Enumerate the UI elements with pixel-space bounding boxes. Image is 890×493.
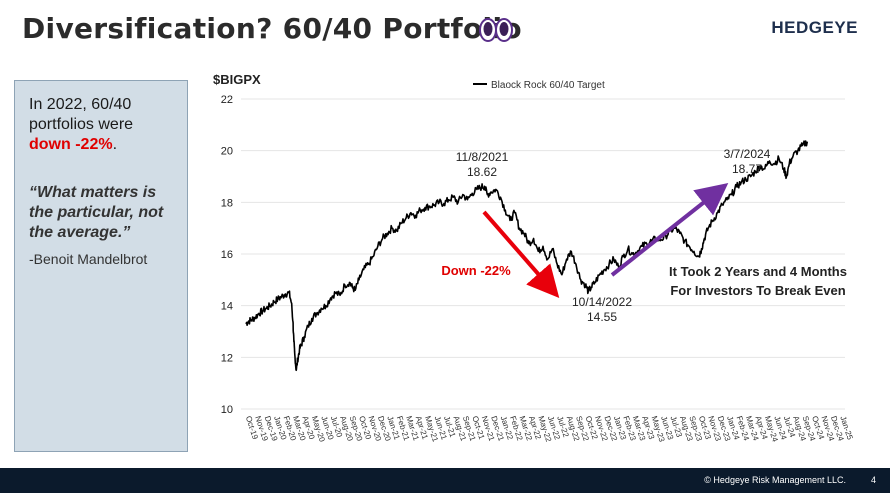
y-tick-label: 12 bbox=[221, 352, 233, 364]
y-tick-labels: 10 12 14 16 18 20 22 bbox=[221, 94, 233, 416]
sidebar-quote: “What matters is the particular, not the… bbox=[29, 184, 164, 241]
down-arrow bbox=[482, 210, 560, 299]
trough-value: 14.55 bbox=[587, 310, 617, 324]
y-axis-label: $BIGPX bbox=[213, 72, 261, 87]
sidebar-author: -Benoit Mandelbrot bbox=[29, 251, 148, 267]
y-tick-label: 18 bbox=[221, 197, 233, 209]
x-tick-labels: Oct-19Nov-19Dec-19Jan-20Feb-20Mar-20Apr-… bbox=[244, 415, 855, 444]
trough-date: 10/14/2022 bbox=[572, 295, 632, 309]
gridlines bbox=[241, 98, 845, 410]
sidebar-period: . bbox=[112, 136, 118, 153]
eyes-icon bbox=[479, 18, 513, 42]
break-even-line1: It Took 2 Years and 4 Months bbox=[669, 264, 847, 279]
hedgeye-logo: HEDGEYE bbox=[771, 18, 858, 37]
footer-bar: © Hedgeye Risk Management LLC. 4 bbox=[0, 468, 890, 493]
y-tick-label: 10 bbox=[221, 404, 233, 416]
y-tick-label: 16 bbox=[221, 249, 233, 261]
page-title: Diversification? 60/40 Portfolio bbox=[22, 12, 522, 45]
legend-label: Blaock Rock 60/40 Target bbox=[491, 80, 605, 91]
y-tick-label: 22 bbox=[221, 94, 233, 106]
sidebar-highlight: down -22% bbox=[29, 136, 113, 153]
sidebar-line1: In 2022, 60/40 portfolios were bbox=[29, 96, 134, 133]
peak-value: 18.62 bbox=[467, 165, 497, 179]
peak-date: 11/8/2021 bbox=[456, 150, 509, 164]
footer-copyright: © Hedgeye Risk Management LLC. bbox=[704, 475, 846, 485]
series-line bbox=[245, 140, 809, 372]
recovery-value: 18.77 bbox=[732, 162, 762, 176]
break-even-line2: For Investors To Break Even bbox=[670, 283, 845, 298]
recovery-date: 3/7/2024 bbox=[724, 147, 771, 161]
drawdown-label: Down -22% bbox=[441, 263, 511, 278]
quote-sidebar: In 2022, 60/40 portfolios were down -22%… bbox=[14, 80, 188, 452]
page-number: 4 bbox=[870, 475, 876, 485]
sidebar-statement: In 2022, 60/40 portfolios were down -22%… bbox=[29, 95, 179, 155]
up-arrow bbox=[610, 183, 729, 277]
y-tick-label: 14 bbox=[221, 301, 233, 313]
y-tick-label: 20 bbox=[221, 146, 233, 158]
